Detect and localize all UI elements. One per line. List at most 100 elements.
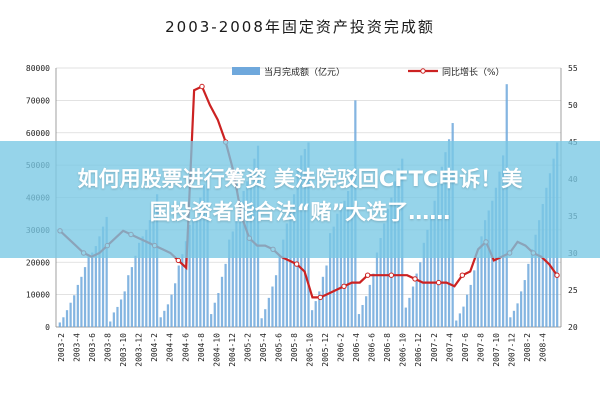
x-axis-tick-label: 2004-12 [228,333,237,367]
left-axis-tick-label: 0 [45,323,50,332]
line-point [341,283,347,289]
x-axis-tick-label: 2007-2 [430,333,439,362]
bar [429,215,433,327]
bar [365,296,368,327]
bar [231,231,234,327]
x-axis-tick-label: 2007-4 [445,333,454,362]
bar [289,210,292,327]
bar [271,286,274,327]
bar [148,220,152,327]
bar [94,246,97,327]
x-axis-tick-label: 2006-12 [414,333,423,367]
bar [278,255,281,327]
bar [455,320,458,327]
bar [213,302,216,327]
bar [127,275,130,327]
x-axis-tick-label: 2003-4 [73,333,82,362]
bar [404,307,407,327]
bar [509,317,512,327]
bar [184,241,188,327]
bar [105,216,108,327]
legend-swatch-bar [232,67,260,75]
bar [415,273,418,327]
x-axis-tick-label: 2004-4 [166,333,175,362]
bar [83,267,87,327]
bar [195,210,198,327]
bar [541,203,544,327]
legend-swatch-marker [420,68,426,74]
bar [411,286,415,327]
bar [292,194,296,327]
bar [530,249,534,327]
bar [473,270,476,327]
bar [527,263,530,327]
x-axis-tick-label: 2008-2 [523,333,532,362]
bar [408,297,411,327]
bar [336,213,339,327]
bar [210,314,213,327]
bar [285,223,288,327]
right-axis-tick-label: 55 [568,64,578,73]
overlay-banner [0,141,600,258]
bar [134,255,137,327]
x-axis-tick-label: 2005-8 [290,333,299,362]
x-axis-tick-label: 2004-8 [197,333,206,362]
bar [310,310,314,327]
bar [62,317,65,327]
x-axis-tick-label: 2008-4 [538,333,547,362]
bar [361,304,364,327]
bar [235,213,238,327]
bar [163,310,166,327]
x-axis-tick-label: 2006-4 [352,333,361,362]
bar [419,262,422,327]
bar [325,265,328,327]
x-axis-tick-label: 2003-6 [88,333,97,362]
bar [480,236,483,327]
bar [476,257,480,327]
right-axis-tick-label: 50 [568,101,578,110]
bar [65,310,69,327]
bar [80,276,83,327]
left-axis-tick-label: 70000 [26,96,50,105]
bar [422,242,425,327]
bar [390,197,393,327]
bar [188,225,191,327]
bar [487,210,490,327]
bar [177,265,180,327]
bar [130,267,134,327]
x-axis-tick-label: 2004-10 [212,333,221,367]
bar [491,200,494,327]
bar [433,200,436,327]
bar [228,239,231,327]
bar [523,280,526,327]
x-axis-tick-label: 2006-10 [399,333,408,367]
left-axis-tick-label: 60000 [26,129,50,138]
x-axis-tick-label: 2004-6 [181,333,190,362]
x-axis-tick-label: 2003-10 [119,333,128,367]
bar [332,226,335,327]
line-point [412,276,418,282]
x-axis-tick-label: 2006-8 [383,333,392,362]
bar [318,291,321,327]
bar [224,263,227,327]
overlay-headline[interactable]: 如何用股票进行筹资 美法院驳回CFTC申诉！美 国投资者能合法“赌”大选了…… [14,163,586,229]
bar [141,236,144,327]
x-axis-tick-label: 2003-2 [57,333,66,362]
bar [267,297,270,327]
line-point [199,83,205,90]
bar [462,306,465,327]
bar [192,218,195,327]
bar [199,197,202,327]
left-axis-tick-label: 20000 [26,258,50,267]
bar [465,294,469,327]
bar [516,303,519,327]
line-point [459,272,466,278]
x-axis-tick-label: 2007-12 [507,333,516,367]
bar [347,191,350,327]
overlay-line-1: 如何用股票进行筹资 美法院驳回CFTC申诉！美 [77,167,523,191]
x-axis-tick-label: 2005-4 [259,333,268,362]
line-point [175,257,182,264]
bar [119,299,123,327]
bar [116,306,119,327]
bar [372,273,375,327]
